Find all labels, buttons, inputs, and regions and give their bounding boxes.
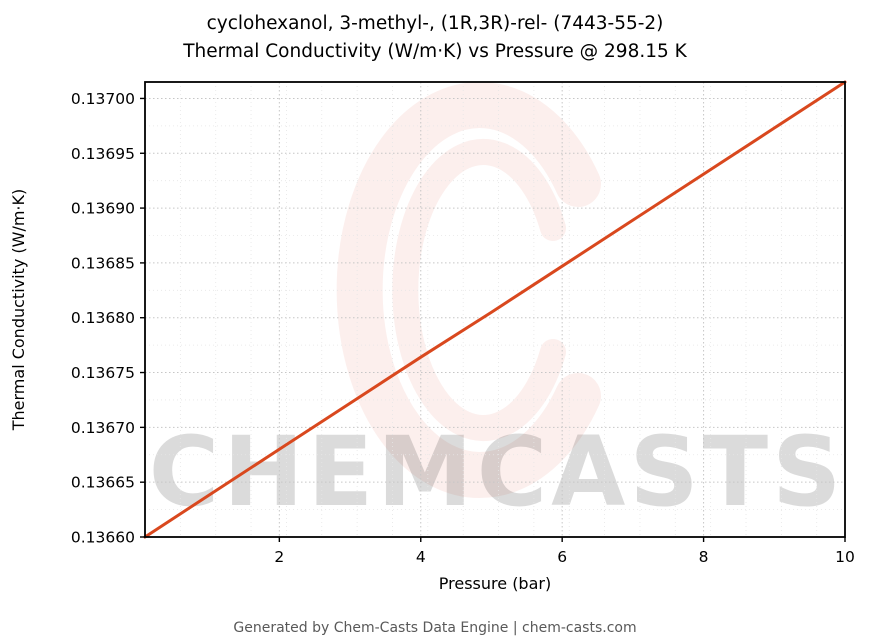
x-tick-label: 6 bbox=[557, 548, 567, 566]
watermark-text: CHEMCASTS bbox=[149, 416, 845, 528]
y-tick-label: 0.13665 bbox=[71, 474, 135, 492]
y-axis-label: Thermal Conductivity (W/m·K) bbox=[9, 189, 28, 432]
y-tick-label: 0.13695 bbox=[71, 145, 135, 163]
chart-title-line1: cyclohexanol, 3-methyl-, (1R,3R)-rel- (7… bbox=[206, 13, 664, 34]
y-tick-label: 0.13680 bbox=[71, 309, 135, 327]
x-tick-label: 10 bbox=[835, 548, 855, 566]
x-tick-label: 2 bbox=[274, 548, 284, 566]
y-tick-label: 0.13700 bbox=[71, 90, 135, 108]
plot-border bbox=[144, 81, 846, 538]
y-tick-label: 0.13685 bbox=[71, 254, 135, 272]
y-tick-label: 0.13675 bbox=[71, 364, 135, 382]
chart-title-line2: Thermal Conductivity (W/m·K) vs Pressure… bbox=[183, 41, 687, 62]
x-tick-label: 4 bbox=[416, 548, 426, 566]
watermark-logo-icon bbox=[336, 82, 601, 498]
y-tick-label: 0.13670 bbox=[71, 419, 135, 437]
x-axis-label: Pressure (bar) bbox=[439, 574, 551, 593]
chart-title: cyclohexanol, 3-methyl-, (1R,3R)-rel- (7… bbox=[0, 10, 870, 66]
y-tick-label: 0.13660 bbox=[71, 529, 135, 547]
series-line bbox=[143, 80, 847, 539]
x-tick-label: 8 bbox=[699, 548, 709, 566]
footer-credit: Generated by Chem-Casts Data Engine | ch… bbox=[233, 620, 637, 636]
y-tick-label: 0.13690 bbox=[71, 200, 135, 218]
